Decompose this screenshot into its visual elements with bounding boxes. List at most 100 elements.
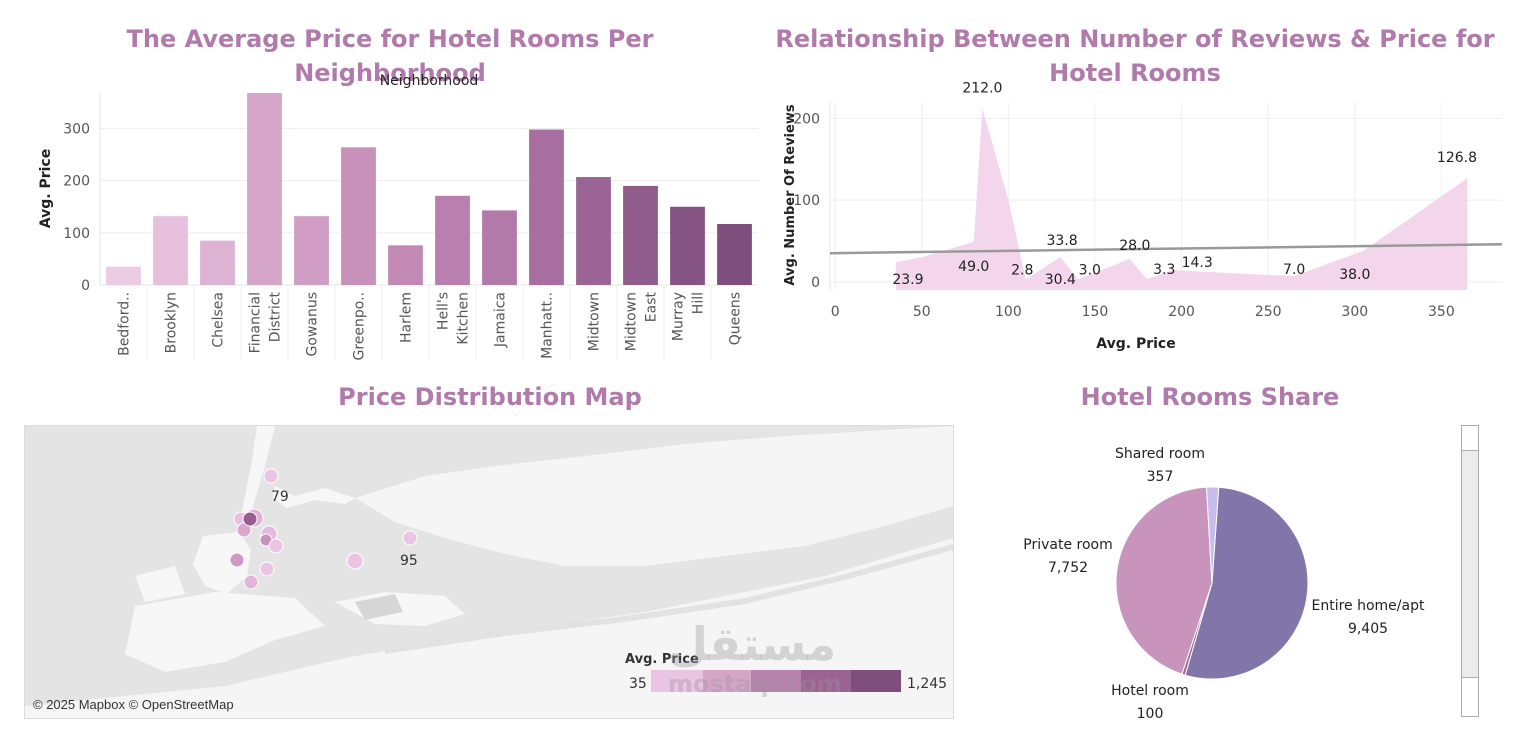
price-marker[interactable] [346,552,364,570]
y-tick-label: 200 [63,174,90,190]
map-legend-max: 1,245 [907,676,947,692]
data-label: 7.0 [1283,262,1305,278]
watermark-arabic: مستقل [668,617,837,671]
x-tick-label: 350 [1428,304,1455,320]
x-tick-label: Midtown [624,292,640,351]
area-chart-title: Relationship Between Number of Reviews &… [775,25,1495,87]
slice-value-label: 100 [1137,706,1164,722]
map-label-95: 95 [400,553,418,569]
x-tick-label: 300 [1341,304,1368,320]
price-marker[interactable] [263,468,279,484]
y-axis-label: Avg. Number Of Reviews [783,104,798,285]
east-river [273,486,355,508]
price-distribution-map[interactable]: 79 95 Avg. Price 35 1,245 [24,425,954,719]
y-tick-label: 300 [63,122,90,138]
bar [670,206,705,285]
bar [247,93,282,285]
x-tick-label: Murray [671,292,687,341]
upper-bay [193,532,251,594]
data-label: 23.9 [892,272,923,288]
data-label: 33.8 [1046,233,1077,249]
map-title: Price Distribution Map [338,383,642,411]
hudson-river [237,426,275,538]
slice-value-label: 9,405 [1348,621,1388,637]
x-tick-label: Gowanus [305,292,321,356]
map-legend-title: Avg. Price [625,652,699,667]
bar [717,223,752,285]
x-tick-label: Brooklyn [164,292,180,353]
barrier-island [385,544,953,654]
bar-chart-title: The Average Price for Hotel Rooms Per Ne… [126,25,654,87]
data-label: 14.3 [1182,255,1213,271]
y-tick-label: 0 [81,278,90,294]
pie-slice [1184,486,1309,680]
bar [576,177,611,285]
x-tick-label: 0 [831,304,840,320]
data-label: 28.0 [1119,238,1150,254]
price-marker[interactable] [259,561,275,577]
area-series [895,108,1468,291]
slice-value-label: 7,752 [1048,560,1088,576]
data-label: 212.0 [962,81,1002,97]
bar [153,216,188,285]
x-tick-label: Hell's [436,292,452,330]
x-tick-label: Bedford.. [117,292,133,356]
data-label: 30.4 [1045,272,1076,288]
watermark-latin: mostaqi.com [668,670,842,698]
reservoir [355,594,403,620]
price-marker[interactable] [242,511,258,527]
slice-value-label: 357 [1147,469,1174,485]
y-tick-label: 0 [811,275,820,291]
slice-name-label: Hotel room [1111,683,1189,699]
column-header: Neighborhood [380,73,479,89]
x-tick-label: Queens [728,292,744,345]
pie-scrollbar[interactable] [1461,425,1479,717]
x-tick-label: Kitchen [456,292,472,345]
pie-slice [1115,486,1213,675]
y-axis-label: Avg. Price [38,149,54,228]
reviews-price-area-chart: 0 100 200 0 50 100 150 200 250 300 350 23.9 212.0 49.… [783,81,1503,352]
x-tick-label: Hill [691,292,707,314]
bar [341,147,376,285]
slice-name-label: Entire home/apt [1312,598,1425,614]
map-legend-min: 35 [629,676,647,692]
map-legend-ramp [651,670,901,692]
x-tick-label: East [644,292,660,323]
x-tick-label: 200 [1168,304,1195,320]
pie-chart-title: Hotel Rooms Share [1080,383,1340,411]
x-tick-label: District [268,292,284,343]
price-marker[interactable] [268,538,284,554]
map-canvas: 79 95 Avg. Price 35 1,245 [25,426,953,718]
bar [529,129,564,285]
scrollbar-thumb[interactable] [1462,450,1478,678]
newark-bay [135,566,185,602]
bar [106,266,141,285]
bar [388,245,423,285]
x-tick-label: 100 [995,304,1022,320]
bar-chart: Neighborhood 0 100 200 300 Avg. Price Bedford.… [38,73,758,361]
data-label: 3.0 [1079,262,1101,278]
bar [482,210,517,285]
price-marker[interactable] [402,530,418,546]
x-tick-label: 250 [1255,304,1282,320]
x-axis-label: Avg. Price [1096,336,1175,352]
data-label: 2.8 [1011,263,1033,279]
x-tick-label: 50 [913,304,931,320]
x-tick-label: Jamaica [493,292,509,348]
x-tick-label: Manhatt.. [540,292,556,359]
x-tick-label: Chelsea [211,292,227,348]
map-attribution[interactable]: © 2025 Mapbox © OpenStreetMap [33,697,234,712]
bar [623,185,658,285]
bar [294,216,329,285]
map-label-79: 79 [271,489,289,505]
long-island-sound [355,426,953,566]
slice-name-label: Private room [1023,537,1112,553]
data-label: 49.0 [958,259,989,275]
price-marker[interactable] [229,552,245,568]
data-label: 3.3 [1153,262,1175,278]
hotel-rooms-share-pie: Entire home/apt 9,405 Hotel room 100 Private… [1023,446,1425,722]
trend-line [829,242,1503,255]
data-label: 126.8 [1437,150,1477,166]
price-marker[interactable] [243,574,259,590]
x-tick-label: Financial [248,292,264,353]
